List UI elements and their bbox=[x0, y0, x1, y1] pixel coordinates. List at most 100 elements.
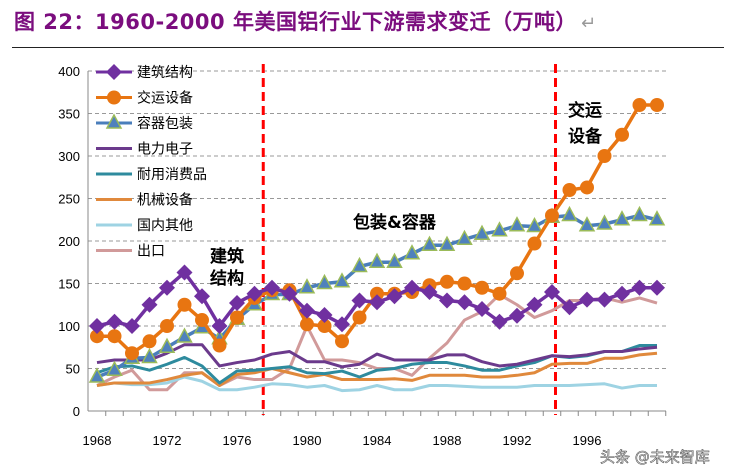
data-point bbox=[509, 307, 525, 324]
legend-label: 国内其他 bbox=[137, 218, 193, 234]
data-point bbox=[246, 285, 263, 302]
data-point bbox=[632, 98, 647, 112]
data-point bbox=[561, 205, 578, 222]
series-4 bbox=[96, 343, 658, 369]
data-point bbox=[510, 266, 524, 281]
legend-item: 出口 bbox=[96, 244, 165, 260]
data-point bbox=[562, 183, 577, 197]
legend-label: 出口 bbox=[137, 244, 165, 260]
figure-title-text: 图 22：1960-2000 年美国铝行业下游需求变迁（万吨） bbox=[14, 10, 577, 34]
data-point bbox=[158, 337, 176, 353]
data-point bbox=[456, 294, 473, 311]
data-point bbox=[404, 279, 420, 296]
annotation-transport-line2: 设备 bbox=[568, 126, 603, 147]
series-line bbox=[96, 343, 658, 369]
legend-marker-icon bbox=[106, 64, 122, 80]
data-point bbox=[596, 214, 613, 230]
legend-item: 耐用消费品 bbox=[96, 167, 207, 183]
data-point bbox=[614, 285, 630, 302]
legend-item: 交运设备 bbox=[96, 90, 193, 107]
data-point bbox=[508, 216, 526, 232]
data-point bbox=[526, 216, 543, 233]
legend-label: 机械设备 bbox=[137, 192, 193, 209]
data-point bbox=[141, 347, 158, 364]
data-point bbox=[649, 279, 665, 296]
series-6 bbox=[96, 351, 658, 387]
legend-marker-icon bbox=[105, 113, 123, 129]
data-point bbox=[194, 288, 210, 305]
legend-label: 电力电子 bbox=[137, 142, 193, 158]
data-point bbox=[369, 294, 385, 311]
data-point bbox=[230, 310, 244, 325]
data-point bbox=[580, 180, 594, 195]
y-tick-label: 300 bbox=[58, 149, 80, 164]
data-point bbox=[579, 291, 595, 308]
data-point bbox=[177, 297, 192, 312]
data-point bbox=[578, 216, 596, 232]
x-tick-label: 1988 bbox=[433, 433, 462, 448]
data-point bbox=[106, 360, 123, 376]
y-tick-label: 100 bbox=[58, 319, 80, 334]
data-point bbox=[527, 236, 542, 251]
legend-item: 容器包装 bbox=[96, 113, 193, 132]
data-point bbox=[421, 235, 438, 251]
y-tick-label: 250 bbox=[58, 192, 80, 207]
data-point bbox=[90, 329, 104, 344]
data-point bbox=[368, 252, 386, 268]
data-point bbox=[335, 334, 349, 349]
data-point bbox=[474, 301, 490, 317]
annotation-transport-line1: 交运 bbox=[568, 100, 602, 121]
y-tick-label: 400 bbox=[58, 64, 80, 79]
data-point bbox=[195, 313, 209, 328]
legend-label: 建筑结构 bbox=[137, 65, 193, 81]
data-point bbox=[159, 279, 175, 296]
data-point bbox=[631, 279, 648, 296]
data-point bbox=[439, 292, 455, 309]
data-point bbox=[386, 288, 403, 305]
data-point bbox=[386, 252, 403, 268]
data-point bbox=[650, 98, 664, 112]
data-point bbox=[299, 302, 315, 319]
x-tick-label: 1984 bbox=[363, 433, 392, 448]
data-point bbox=[438, 235, 456, 251]
data-point bbox=[124, 318, 140, 334]
legend-item: 国内其他 bbox=[96, 218, 193, 234]
data-point bbox=[403, 244, 421, 260]
y-tick-label: 350 bbox=[58, 107, 80, 122]
data-point bbox=[333, 272, 351, 288]
y-tick-label: 150 bbox=[58, 277, 80, 292]
data-point bbox=[89, 318, 105, 334]
y-tick-label: 0 bbox=[73, 404, 80, 419]
legend-label: 耐用消费品 bbox=[137, 167, 207, 183]
x-tick-label: 1980 bbox=[293, 433, 322, 448]
data-point bbox=[370, 286, 384, 301]
series-3 bbox=[88, 205, 666, 383]
data-point bbox=[596, 291, 613, 308]
data-point bbox=[106, 313, 123, 330]
data-point bbox=[334, 316, 350, 333]
legend-item: 建筑结构 bbox=[96, 64, 193, 81]
axes: 0 50 100 150 200 250 300 350 400 1968 1972 1976 1980… bbox=[58, 64, 667, 448]
data-point bbox=[125, 346, 139, 361]
data-point bbox=[298, 278, 316, 294]
data-point bbox=[352, 310, 367, 325]
data-point bbox=[142, 334, 157, 349]
legend-item: 电力电子 bbox=[96, 142, 193, 158]
series-7 bbox=[96, 375, 657, 393]
data-point bbox=[631, 205, 648, 222]
data-point bbox=[351, 292, 368, 309]
x-tick-label: 1968 bbox=[83, 433, 112, 448]
title-divider bbox=[12, 47, 724, 48]
legend-label: 交运设备 bbox=[137, 90, 193, 107]
data-point bbox=[473, 224, 491, 240]
data-point bbox=[141, 296, 158, 313]
series-group bbox=[88, 98, 666, 393]
series-1 bbox=[89, 264, 665, 334]
data-point bbox=[648, 210, 666, 226]
data-point bbox=[492, 286, 507, 301]
annotation-construction-line1: 建筑 bbox=[210, 246, 244, 267]
legend-label: 容器包装 bbox=[137, 115, 193, 132]
legend-marker-icon bbox=[107, 90, 121, 105]
data-point bbox=[351, 256, 368, 273]
